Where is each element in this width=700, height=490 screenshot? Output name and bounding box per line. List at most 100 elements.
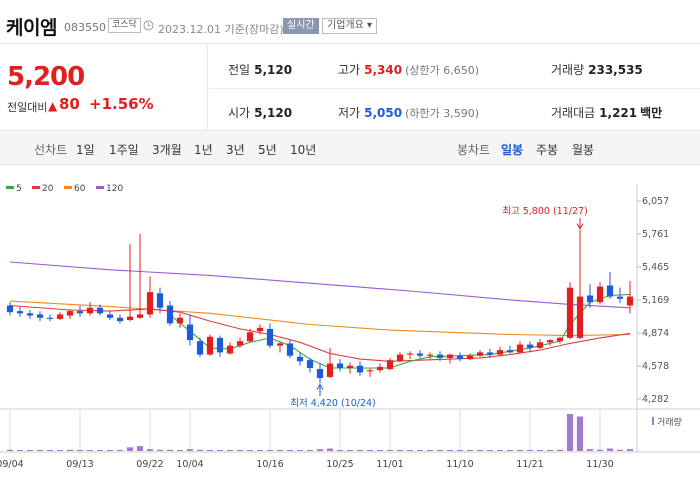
volume-bar <box>566 414 574 451</box>
volume-bar <box>56 450 64 451</box>
volume-bar <box>606 448 614 451</box>
tab-5y[interactable]: 5년 <box>258 143 277 157</box>
candle-body <box>176 317 184 324</box>
volume-bar <box>406 450 414 451</box>
tab-1y[interactable]: 1년 <box>194 143 213 157</box>
ma20-line <box>9 304 631 362</box>
change-percent: +1.56% <box>89 95 154 113</box>
volume-bar <box>546 450 554 451</box>
candle-body <box>276 343 284 346</box>
volume-bar <box>626 449 634 451</box>
tab-3m[interactable]: 3개월 <box>152 143 182 157</box>
candle-body <box>516 344 524 353</box>
volume-bar <box>196 449 204 451</box>
x-tick-label: 11/30 <box>586 459 613 470</box>
candle-body <box>476 352 484 356</box>
candle-body <box>356 365 364 373</box>
candle-body <box>506 350 514 353</box>
volume-bar <box>496 450 504 451</box>
volume-bar <box>216 450 224 451</box>
amount-label: 거래대금 <box>551 106 596 120</box>
x-tick-label: 09/13 <box>66 459 93 470</box>
volume-bar <box>336 450 344 451</box>
amount-value: 1,221 <box>599 106 638 120</box>
volume-bar <box>96 450 104 451</box>
volume-bar <box>86 450 94 451</box>
x-tick-label: 10/25 <box>326 459 353 470</box>
volume-bar <box>436 450 444 451</box>
volume-bar <box>306 450 314 451</box>
volume-bar <box>366 450 374 451</box>
legend-label: 5 <box>16 184 22 194</box>
low-value: 5,050 <box>364 106 403 120</box>
candle-body <box>6 305 14 313</box>
volume-bar <box>136 446 144 451</box>
candle-body <box>436 354 444 358</box>
tab-3y[interactable]: 3년 <box>226 143 245 157</box>
tab-10y[interactable]: 10년 <box>290 143 317 157</box>
candle-body <box>66 311 74 316</box>
volume-bar <box>276 450 284 451</box>
candle-body <box>196 341 204 355</box>
y-tick-label: 4,578 <box>642 361 669 372</box>
volume-bar <box>76 450 84 451</box>
volume-bar <box>486 450 494 451</box>
up-arrow-icon: ▲ <box>48 99 58 113</box>
volume-bar <box>536 450 544 451</box>
volume-bar <box>66 449 74 451</box>
candle-body <box>316 369 324 379</box>
min-price-label: 최저 4,420 (10/24) <box>290 398 376 409</box>
candle-body <box>46 317 54 319</box>
volume: 거래량 233,535 <box>551 61 643 78</box>
candle-body <box>426 354 434 356</box>
candle-body <box>366 370 374 372</box>
candle-body <box>606 285 614 297</box>
candle-body <box>126 316 134 321</box>
legend-label: 60 <box>74 184 86 194</box>
candle-body <box>266 328 274 346</box>
corp-info-dropdown[interactable]: 기업개요 ▾ <box>322 18 377 34</box>
chart-period-tabs: 선차트 1일 1주일 3개월 1년 3년 5년 10년 봉차트 일봉 주봉 월봉 <box>0 131 700 165</box>
candle-body <box>206 336 214 355</box>
volume-label: 거래량 <box>551 63 585 77</box>
volume-bar <box>176 450 184 451</box>
volume-bar <box>106 450 114 451</box>
x-tick-label: 11/10 <box>446 459 473 470</box>
x-tick-label: 09/22 <box>136 459 163 470</box>
y-tick-label: 4,282 <box>642 394 669 405</box>
candle-body <box>496 350 504 355</box>
tab-1w[interactable]: 1주일 <box>109 143 139 157</box>
stock-chart[interactable]: 5 20 60 120 6,057 5,761 5,465 5,169 4,874 4,578 4,… <box>0 166 700 490</box>
tab-daily[interactable]: 일봉 <box>501 143 524 157</box>
quote-panel: 5,200 전일대비 ▲ 80 +1.56% 전일 5,120 고가 5,340 (상… <box>0 45 700 131</box>
clock-icon <box>143 20 154 31</box>
y-tick-label: 5,169 <box>642 295 669 306</box>
current-price-box: 5,200 전일대비 ▲ 80 +1.56% <box>0 45 208 131</box>
low-price: 저가 5,050 (하한가 3,590) <box>338 104 479 121</box>
tab-weekly[interactable]: 주봉 <box>536 143 559 157</box>
max-price-label: 최고 5,800 (11/27) <box>502 206 588 217</box>
volume-bar <box>186 449 194 451</box>
x-tick-label: 10/04 <box>176 459 203 470</box>
amount-unit: 백만 <box>640 106 663 120</box>
y-tick-label: 6,057 <box>642 196 669 207</box>
candle-body <box>326 363 334 377</box>
volume-bar <box>456 450 464 451</box>
legend-swatch <box>32 186 40 189</box>
tab-1d[interactable]: 1일 <box>76 143 95 157</box>
volume-bar <box>26 450 34 451</box>
volume-bar <box>236 450 244 451</box>
volume-bar <box>36 450 44 451</box>
realtime-button[interactable]: 실시간 <box>283 18 319 34</box>
stock-name: 케이엠 <box>6 17 57 39</box>
x-tick-label: 10/16 <box>256 459 283 470</box>
candle-body <box>156 293 164 308</box>
candle-body <box>16 311 24 314</box>
tab-monthly[interactable]: 월봉 <box>572 143 595 157</box>
candle-body <box>346 365 354 368</box>
volume-bar <box>266 450 274 451</box>
candle-body <box>236 341 244 346</box>
volume-bar <box>146 449 154 451</box>
x-tick-label: 11/01 <box>376 459 403 470</box>
volume-bar <box>166 449 174 451</box>
